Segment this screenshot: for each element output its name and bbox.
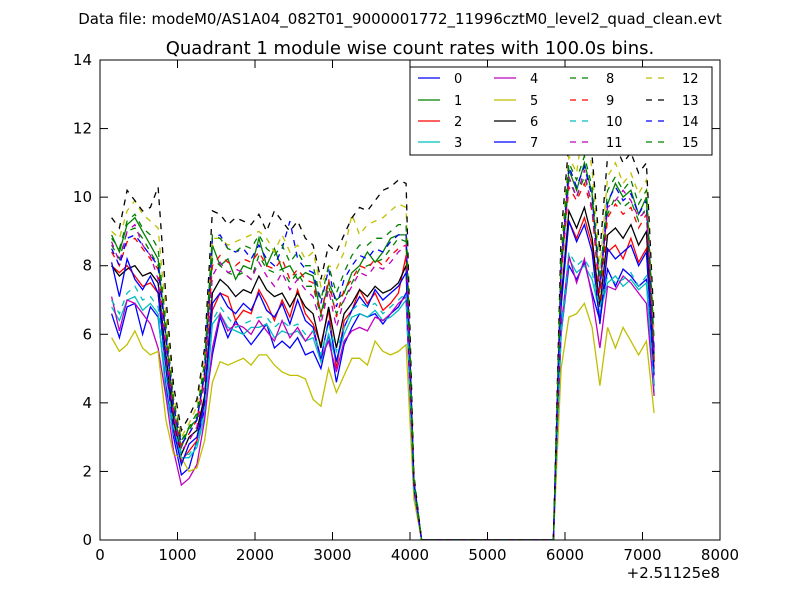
series-line-14 — [111, 164, 655, 540]
chart-title: Quadrant 1 module wise count rates with … — [166, 38, 655, 59]
legend-label-14: 14 — [682, 115, 699, 130]
x-tick-label-6000: 6000 — [546, 546, 584, 564]
series-line-13 — [111, 118, 655, 540]
legend-label-5: 5 — [530, 94, 538, 109]
legend-label-7: 7 — [530, 136, 538, 151]
series-line-15 — [111, 153, 655, 540]
x-tick-label-7000: 7000 — [623, 546, 661, 564]
series-line-7 — [110, 220, 655, 540]
legend-label-11: 11 — [606, 136, 623, 151]
y-tick-label-0: 0 — [82, 531, 92, 549]
legend-label-3: 3 — [454, 136, 462, 151]
legend-label-0: 0 — [454, 72, 462, 87]
suptitle: Data file: modeM0/AS1A04_082T01_90000017… — [78, 10, 722, 29]
legend-label-6: 6 — [530, 115, 538, 130]
legend-label-10: 10 — [606, 115, 623, 130]
y-tick-label-8: 8 — [82, 257, 92, 275]
x-tick-label-0: 0 — [95, 546, 105, 564]
y-tick-label-12: 12 — [73, 120, 92, 138]
series-line-5 — [111, 302, 655, 540]
legend-label-13: 13 — [682, 94, 699, 109]
x-tick-label-1000: 1000 — [158, 546, 196, 564]
legend-label-15: 15 — [682, 136, 699, 151]
x-tick-label-4000: 4000 — [391, 546, 429, 564]
series-line-12 — [111, 118, 655, 540]
legend-box — [409, 66, 713, 156]
y-tick-label-4: 4 — [82, 394, 92, 412]
y-tick-label-10: 10 — [73, 188, 92, 206]
x-tick-label-3000: 3000 — [313, 546, 351, 564]
legend-label-4: 4 — [530, 72, 538, 87]
tick-labels-layer: 0 1000 2000 3000 4000 5000 6000 7000 80000246810… — [73, 51, 739, 564]
series-line-6 — [111, 205, 655, 540]
x-tick-label-5000: 5000 — [468, 546, 506, 564]
series-line-11 — [110, 169, 655, 540]
series-layer — [110, 118, 655, 540]
y-tick-label-6: 6 — [82, 325, 92, 343]
series-line-8 — [111, 174, 655, 540]
x-tick-label-2000: 2000 — [236, 546, 274, 564]
x-tick-label-8000: 8000 — [701, 546, 739, 564]
legend-label-8: 8 — [606, 72, 614, 87]
y-tick-label-14: 14 — [73, 51, 92, 69]
ticks-layer — [99, 59, 721, 541]
legend-label-1: 1 — [454, 94, 462, 109]
y-tick-label-2: 2 — [82, 462, 92, 480]
legend-label-12: 12 — [682, 72, 699, 87]
legend-label-9: 9 — [606, 94, 614, 109]
x-offset-label: +2.51125e8 — [627, 564, 720, 582]
series-line-10 — [111, 249, 655, 540]
legend-label-2: 2 — [454, 115, 462, 130]
